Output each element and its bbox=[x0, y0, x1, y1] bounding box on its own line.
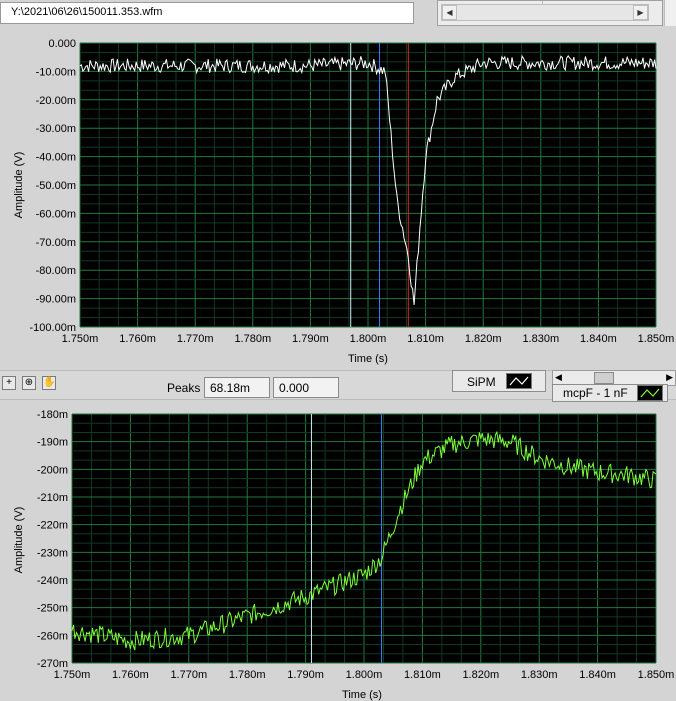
x-tick-label: 1.750m bbox=[62, 333, 99, 345]
peaks-label: Peaks bbox=[167, 381, 201, 395]
scroll-right-arrow-icon[interactable]: ▶ bbox=[633, 5, 648, 20]
x-tick-label: 1.840m bbox=[580, 333, 617, 345]
y-tick-label: -220m bbox=[37, 520, 68, 532]
x-tick-label: 1.840m bbox=[579, 669, 616, 681]
y-tick-label: -180m bbox=[37, 409, 68, 421]
y-tick-label: -40.00m bbox=[36, 152, 76, 164]
cursor-tool-icon[interactable]: + bbox=[2, 376, 16, 390]
x-tick-label: 1.770m bbox=[170, 669, 207, 681]
x-tick-label: 1.850m bbox=[638, 333, 675, 345]
x-tick-label: 1.820m bbox=[462, 669, 499, 681]
legend-sipm[interactable]: SiPM bbox=[452, 370, 546, 392]
vertical-scrollbar[interactable] bbox=[664, 0, 676, 26]
peaks-value-1[interactable]: 68.18m bbox=[204, 377, 270, 398]
y-tick-label: -100.00m bbox=[30, 322, 76, 334]
graph-2-cursors[interactable] bbox=[310, 414, 383, 663]
graph-2-y-ticks: -180m -190m -200m -210m -220m -230m -240m -250m… bbox=[37, 409, 68, 670]
legend-sipm-swatch bbox=[506, 373, 532, 389]
y-tick-label: -270m bbox=[37, 658, 68, 670]
file-path-field[interactable]: Y:\2021\06\26\150011.353.wfm bbox=[0, 2, 414, 24]
y-tick-label: -50.00m bbox=[36, 180, 76, 192]
horizontal-scrollbar[interactable]: ◀ ▶ bbox=[441, 1, 649, 21]
slider-thumb[interactable] bbox=[594, 372, 614, 384]
y-tick-label: -30.00m bbox=[36, 123, 76, 135]
y-tick-label: -70.00m bbox=[36, 237, 76, 249]
legend-mcp-swatch bbox=[637, 385, 663, 401]
x-tick-label: 1.800m bbox=[346, 669, 383, 681]
x-tick-label: 1.800m bbox=[350, 333, 387, 345]
x-tick-label: 1.790m bbox=[292, 333, 329, 345]
x-tick-label: 1.760m bbox=[119, 333, 156, 345]
graph-1-y-axis-title: Amplitude (V) bbox=[13, 152, 25, 219]
pan-hand-icon[interactable]: ✋ bbox=[42, 376, 56, 390]
y-tick-label: -90.00m bbox=[36, 294, 76, 306]
x-tick-label: 1.780m bbox=[229, 669, 266, 681]
legend-sipm-label: SiPM bbox=[467, 375, 496, 389]
x-tick-label: 1.790m bbox=[287, 669, 324, 681]
graph-2[interactable]: -180m -190m -200m -210m -220m -230m -240m -250m… bbox=[0, 402, 676, 701]
graph-2-x-axis-title: Time (s) bbox=[342, 689, 382, 701]
y-tick-label: -80.00m bbox=[36, 265, 76, 277]
graph-1-grid bbox=[79, 42, 657, 328]
slider-left-arrow-icon[interactable]: ◀ bbox=[555, 372, 562, 382]
x-tick-label: 1.850m bbox=[638, 669, 675, 681]
x-tick-label: 1.750m bbox=[54, 669, 91, 681]
y-tick-label: -60.00m bbox=[36, 208, 76, 220]
scroll-left-arrow-icon[interactable]: ◀ bbox=[442, 5, 457, 20]
y-tick-label: -20.00m bbox=[36, 95, 76, 107]
graph-2-trace bbox=[71, 430, 657, 651]
graph-2-y-axis-title: Amplitude (V) bbox=[13, 507, 25, 574]
list-divider bbox=[542, 1, 543, 5]
y-tick-label: -190m bbox=[37, 437, 68, 449]
slider-right-arrow-icon[interactable]: ▶ bbox=[666, 372, 673, 382]
y-tick-label: -10.00m bbox=[36, 66, 76, 78]
graph-1-y-ticks: 0.000 -10.00m -20.00m -30.00m -40.00m -50.00m… bbox=[30, 38, 76, 334]
x-tick-label: 1.820m bbox=[465, 333, 502, 345]
x-tick-label: 1.780m bbox=[234, 333, 271, 345]
zoom-tool-icon[interactable]: ⊕ bbox=[22, 376, 36, 390]
graph-1-cursors[interactable] bbox=[350, 43, 409, 327]
graph-1-x-ticks: 1.750m 1.760m 1.770m 1.780m 1.790m 1.800m 1.81… bbox=[62, 333, 675, 345]
y-tick-label: -210m bbox=[37, 492, 68, 504]
y-tick-label: -200m bbox=[37, 464, 68, 476]
graph-1-x-axis-title: Time (s) bbox=[348, 353, 388, 365]
graph-1[interactable]: 0.000 -10.00m -20.00m -30.00m -40.00m -50.00m… bbox=[0, 30, 676, 370]
graph-2-x-ticks: 1.750m 1.760m 1.770m 1.780m 1.790m 1.800m 1.81… bbox=[54, 669, 675, 681]
y-tick-label: -230m bbox=[37, 547, 68, 559]
legend-mcp-label: mcpF - 1 nF bbox=[563, 386, 628, 400]
y-tick-label: 0.000 bbox=[48, 38, 76, 50]
y-tick-label: -260m bbox=[37, 630, 68, 642]
x-tick-label: 1.830m bbox=[521, 669, 558, 681]
x-tick-label: 1.760m bbox=[112, 669, 149, 681]
x-tick-label: 1.770m bbox=[177, 333, 214, 345]
x-tick-label: 1.810m bbox=[407, 333, 444, 345]
peaks-value-2[interactable]: 0.000 bbox=[273, 377, 339, 398]
graph-2-grid bbox=[71, 413, 657, 664]
x-tick-label: 1.810m bbox=[404, 669, 441, 681]
legend-mcp[interactable]: mcpF - 1 nF bbox=[552, 384, 668, 402]
x-tick-label: 1.830m bbox=[522, 333, 559, 345]
y-tick-label: -240m bbox=[37, 575, 68, 587]
y-tick-label: -250m bbox=[37, 603, 68, 615]
graph-1-trace bbox=[79, 54, 657, 305]
